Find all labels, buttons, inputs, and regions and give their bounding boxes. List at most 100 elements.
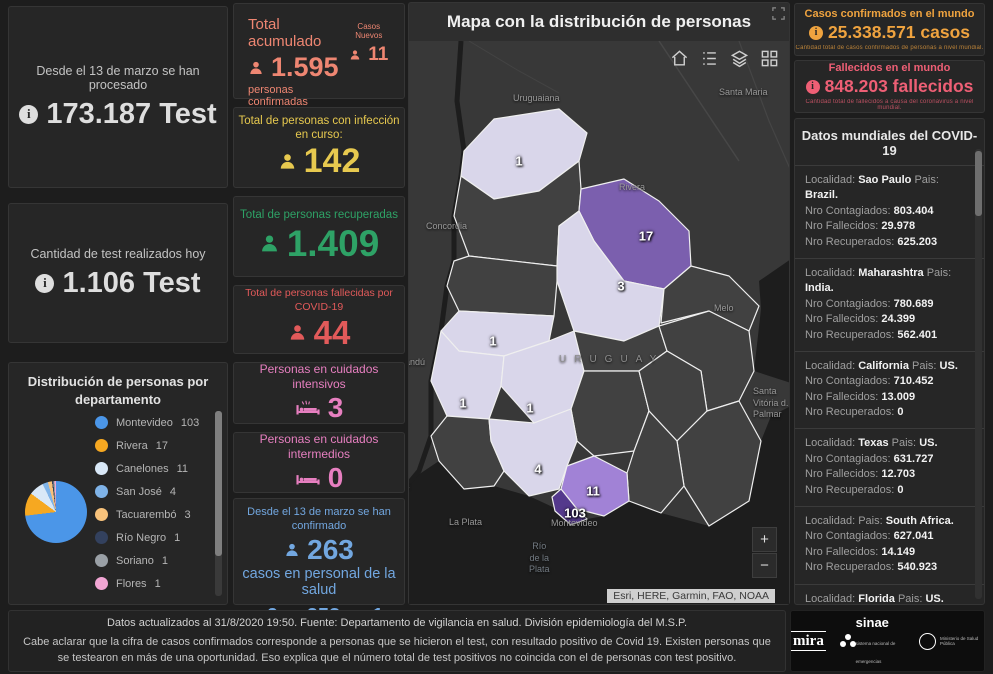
world-deaths-panel: Fallecidos en el mundo i 848.203 falleci… — [794, 60, 985, 113]
legend-item: Tacuarembó 3 — [95, 503, 209, 526]
sinae-icon — [839, 634, 856, 648]
msp-emblem-icon — [919, 632, 936, 650]
tests-today-label: Cantidad de test realizados hoy — [30, 246, 206, 261]
map-place-label: Río de la Plata — [529, 541, 550, 575]
map-marker: 17 — [638, 228, 654, 244]
legend-list-icon[interactable] — [700, 49, 719, 68]
icu-panel: Personas en cuidados intensivos 3 — [233, 362, 405, 424]
legend-item: Soriano 1 — [95, 549, 209, 572]
map-place-label: Santa Maria — [719, 87, 768, 97]
world-cases-panel: Casos confirmados en el mundo i 25.338.5… — [794, 3, 985, 56]
map-zoom-controls: + − — [752, 527, 777, 578]
legend-swatch — [95, 439, 108, 452]
legend-label: Río Negro — [116, 531, 167, 544]
layers-icon[interactable] — [730, 49, 749, 68]
active-cases-title: Total de personas con infección en curso… — [238, 114, 400, 141]
zoom-in-button[interactable]: + — [752, 527, 777, 552]
legend-value: 3 — [184, 508, 191, 521]
world-data-panel: Datos mundiales del COVID-19 Localidad: … — [794, 118, 985, 605]
map-place-label: Rivera — [619, 182, 646, 192]
map-marker: 1 — [459, 395, 467, 411]
expand-icon[interactable] — [771, 6, 786, 21]
map-place-label: BuenosAires — [409, 481, 410, 504]
map-panel: Mapa con la distribución de personas — [408, 2, 790, 605]
recovered-panel: Total de personas recuperadas 1.409 — [233, 196, 405, 277]
health-staff-title: Desde el 13 de marzo se han confirmado — [247, 506, 391, 532]
icu-title: Personas en cuidados intensivos — [259, 362, 379, 391]
legend-scrollbar-thumb[interactable] — [215, 411, 222, 556]
info-icon[interactable]: i — [35, 273, 55, 293]
footer-logos: mira sinae sistema nacional de emergenci… — [790, 610, 985, 672]
legend-label: San José — [116, 485, 162, 498]
home-icon[interactable] — [670, 49, 689, 68]
legend-value: 17 — [155, 439, 169, 452]
person-icon — [250, 61, 262, 74]
world-data-item: Localidad: California Pais: US. Nro Cont… — [795, 350, 984, 429]
map-marker: 103 — [564, 505, 586, 521]
world-list-scrollbar-thumb[interactable] — [975, 151, 982, 216]
basemap-gallery-icon[interactable] — [760, 49, 779, 68]
deaths-panel: Total de personas fallecidas por COVID-1… — [233, 285, 405, 354]
map-marker: 3 — [617, 278, 625, 294]
world-data-title: Datos mundiales del COVID-19 — [801, 128, 978, 158]
world-data-list: Localidad: Sao Paulo Pais: Brazil. Nro C… — [795, 165, 984, 604]
legend-label: Canelones — [116, 462, 169, 475]
person-icon — [290, 325, 304, 340]
mira-logo: mira — [791, 630, 826, 652]
map-toolbar — [670, 49, 779, 68]
legend-swatch — [95, 554, 108, 567]
accumulated-value: 1.595 — [248, 52, 346, 83]
world-data-item: Localidad: Texas Pais: US. Nro Contagiad… — [795, 428, 984, 506]
distribution-legend: Montevideo 103 Rivera 17 Canelones 11 Sa… — [95, 411, 209, 600]
legend-item — [95, 595, 209, 600]
deaths-value: 44 — [288, 314, 350, 352]
world-deaths-subtitle: Cantidad total de fallecidos a causa del… — [805, 99, 974, 111]
map-marker: 11 — [586, 483, 600, 499]
world-cases-subtitle: Cantidad total de casos confirmados de p… — [795, 45, 984, 51]
map-marker: 1 — [489, 333, 497, 349]
legend-item: Río Negro 1 — [95, 526, 209, 549]
distribution-panel: Distribución de personas por departament… — [8, 362, 228, 605]
legend-value: 4 — [169, 485, 176, 498]
legend-value: 11 — [176, 462, 189, 475]
person-icon — [280, 154, 294, 169]
tests-total-label: Desde el 13 de marzo se han procesado — [36, 63, 200, 92]
world-deaths-value: i 848.203 fallecidos — [805, 76, 973, 97]
legend-swatch — [95, 485, 108, 498]
tests-today-panel: Cantidad de test realizados hoy i 1.106 … — [8, 203, 228, 343]
person-icon — [286, 543, 298, 556]
map-place-label: Montevideo — [551, 518, 598, 528]
tests-total-value: i 173.187 Test — [19, 98, 217, 131]
map-place-label: URUGUAY — [559, 354, 665, 365]
active-cases-value: 142 — [278, 142, 360, 181]
map-place-label: Concordia — [426, 221, 468, 231]
info-icon[interactable]: i — [805, 79, 820, 94]
legend-item: Rivera 17 — [95, 434, 209, 457]
world-list-scrollbar[interactable] — [975, 149, 982, 599]
footer-disclaimer: Cabe aclarar que la cifra de casos confi… — [23, 636, 771, 664]
intermediate-care-panel: Personas en cuidados intermedios 0 — [233, 432, 405, 493]
recovered-value: 1.409 — [259, 223, 379, 265]
legend-swatch — [95, 577, 108, 590]
world-data-item: Localidad: Pais: South Africa. Nro Conta… — [795, 506, 984, 584]
legend-item: Flores 1 — [95, 572, 209, 595]
health-staff-subtitle: casos en personal de la salud — [242, 565, 396, 598]
pie-chart — [25, 481, 87, 543]
zoom-out-button[interactable]: − — [752, 553, 777, 578]
bed-icon — [296, 400, 320, 415]
map-place-label: Uruguaiana — [513, 93, 560, 103]
world-data-item: Localidad: Florida Pais: US. Nro Contagi… — [795, 583, 984, 604]
legend-item: San José 4 — [95, 480, 209, 503]
map-canvas[interactable]: 1 17 3 1 1 1 4 11 103 Uruguaiana Santa Maria Conco… — [409, 41, 789, 604]
info-icon[interactable]: i — [808, 25, 823, 40]
world-cases-value: i 25.338.571 casos — [808, 22, 970, 43]
recovered-title: Total de personas recuperadas — [240, 209, 398, 222]
footer: Datos actualizados al 31/8/2020 19:50. F… — [8, 610, 786, 672]
map-marker: 1 — [515, 153, 523, 169]
legend-label: Tacuarembó — [116, 508, 177, 521]
map-place-label: Santa Vitória d. Palmar — [753, 386, 789, 420]
legend-scrollbar[interactable] — [215, 411, 222, 596]
info-icon[interactable]: i — [19, 104, 39, 124]
new-cases-label: Casos Nuevos — [355, 22, 383, 40]
map-marker: 1 — [526, 400, 534, 416]
